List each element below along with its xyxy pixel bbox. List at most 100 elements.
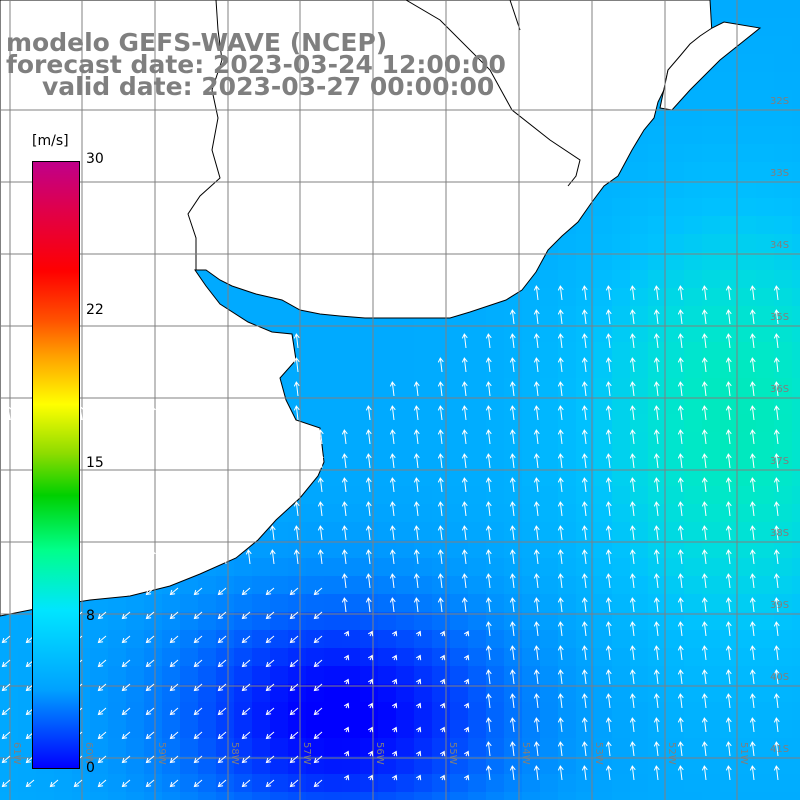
wind-arrow [701, 453, 708, 469]
wind-cell [288, 576, 307, 595]
wind-cell [252, 792, 271, 800]
wind-cell [540, 360, 559, 379]
wind-arrow [265, 731, 275, 740]
wind-arrow [701, 429, 708, 445]
wind-arrow [533, 669, 540, 685]
wind-cell [378, 360, 397, 379]
wind-cell [504, 342, 523, 361]
wind-arrow [289, 635, 299, 644]
wind-cell [378, 576, 397, 595]
wind-cell [666, 234, 685, 253]
wind-arrow [341, 453, 348, 469]
wind-arrow [509, 573, 516, 589]
wind-cell [378, 648, 397, 667]
wind-cell [774, 432, 793, 451]
latitude-label: 32S [770, 96, 789, 107]
wind-arrow [557, 405, 564, 421]
wind-cell [306, 666, 325, 685]
wind-cell [594, 234, 613, 253]
wind-cell [756, 18, 775, 37]
wind-cell [324, 738, 343, 757]
wind-cell [558, 306, 577, 325]
wind-arrow [629, 357, 636, 373]
wind-arrow [653, 717, 660, 733]
wind-arrow [557, 573, 564, 589]
wind-arrow [629, 453, 636, 469]
wind-arrow [629, 645, 636, 661]
wind-arrow [533, 549, 540, 565]
wind-arrow [485, 717, 492, 733]
wind-arrow [1, 635, 11, 644]
wind-cell [234, 576, 253, 595]
wind-arrow [391, 654, 398, 661]
wind-arrow [533, 693, 540, 709]
country-borders [187, 0, 581, 270]
wind-cell [288, 738, 307, 757]
wind-arrow [533, 501, 540, 517]
wind-cell [486, 756, 505, 775]
wind-cell [612, 306, 631, 325]
wind-arrow [121, 587, 131, 596]
wind-cell [234, 738, 253, 757]
wind-cell [576, 738, 595, 757]
wind-cell [126, 612, 145, 631]
wind-arrow [289, 731, 299, 740]
wind-cell [612, 774, 631, 793]
wind-arrow [557, 645, 564, 661]
wind-cell [648, 144, 667, 163]
wind-cell [612, 450, 631, 469]
wind-cell [756, 396, 775, 415]
wind-arrow [485, 645, 492, 661]
wind-cell [666, 558, 685, 577]
wind-cell [774, 0, 793, 19]
wind-cell [288, 378, 307, 397]
wind-arrow [437, 477, 444, 493]
wind-cell [540, 576, 559, 595]
wind-cell [504, 684, 523, 703]
wind-arrow [241, 611, 251, 620]
wind-cell [108, 720, 127, 739]
wind-arrow [701, 405, 708, 421]
wind-cell [378, 756, 397, 775]
wind-cell [792, 720, 800, 739]
wind-cell [504, 468, 523, 487]
wind-arrow [437, 573, 444, 589]
wind-cell [594, 342, 613, 361]
wind-cell [558, 774, 577, 793]
wind-arrow [749, 693, 756, 709]
wind-cell [540, 792, 559, 800]
wind-arrow [365, 549, 372, 565]
wind-cell [180, 774, 199, 793]
wind-cell [450, 720, 469, 739]
wind-cell [414, 612, 433, 631]
wind-cell [306, 792, 325, 800]
wind-cell [396, 702, 415, 721]
wind-cell [234, 558, 253, 577]
wind-cell [630, 594, 649, 613]
wind-cell [576, 270, 595, 289]
wind-arrow [629, 717, 636, 733]
wind-cell [666, 630, 685, 649]
wind-cell [684, 558, 703, 577]
wind-arrow [605, 453, 612, 469]
wind-cell [792, 162, 800, 181]
wind-cell [360, 738, 379, 757]
wind-cell [594, 288, 613, 307]
wind-cell [216, 612, 235, 631]
wind-cell [252, 612, 271, 631]
wind-arrow [413, 525, 420, 541]
wind-cell [126, 792, 145, 800]
wind-cell [666, 486, 685, 505]
wind-arrow [485, 477, 492, 493]
wind-cell [738, 702, 757, 721]
wind-arrow [97, 659, 107, 668]
latitude-label: 41S [770, 744, 789, 755]
wind-arrow [701, 669, 708, 685]
wind-cell [414, 648, 433, 667]
wind-arrow [677, 549, 684, 565]
wind-cell [702, 666, 721, 685]
wind-cell [612, 252, 631, 271]
wind-cell [468, 684, 487, 703]
wind-cell [108, 756, 127, 775]
